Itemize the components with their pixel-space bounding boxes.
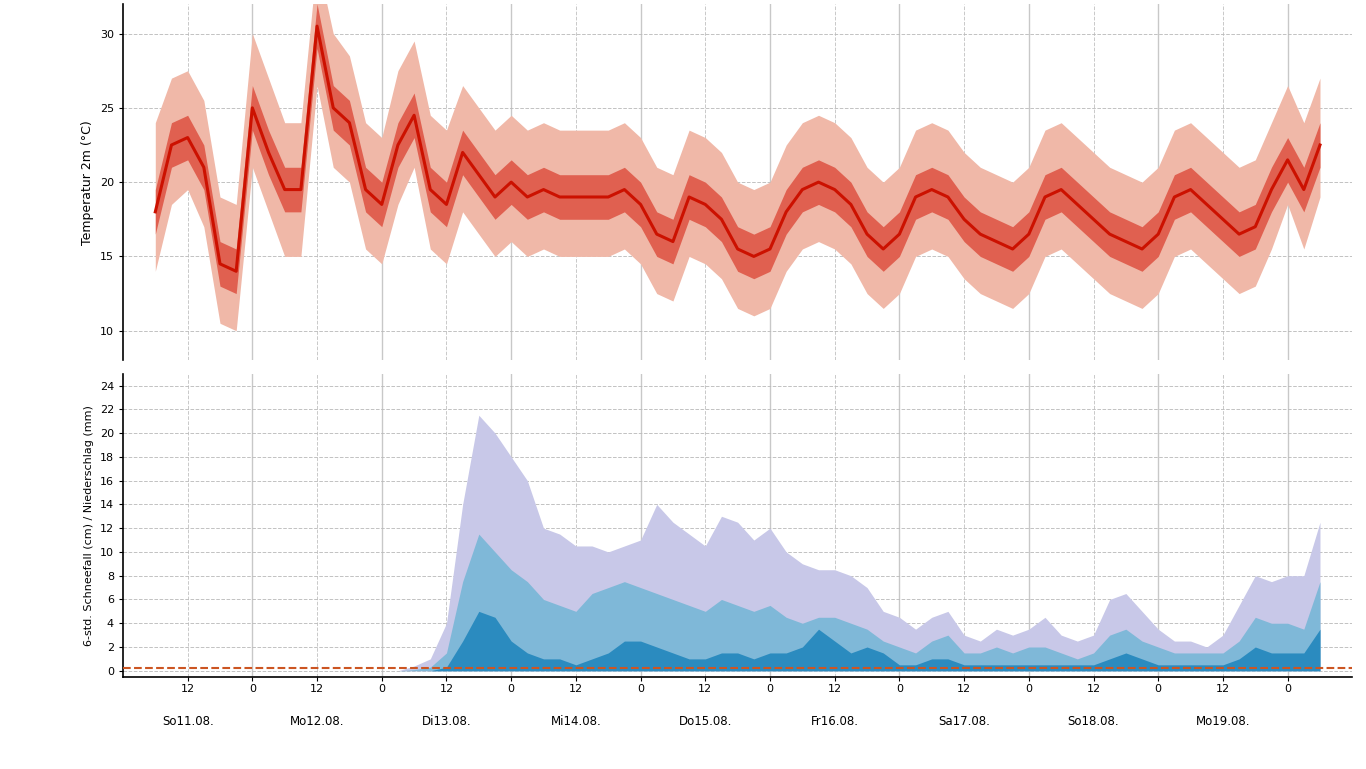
Text: So11.08.: So11.08. <box>161 714 213 727</box>
Text: Sa17.08.: Sa17.08. <box>938 714 990 727</box>
Y-axis label: Temperatur 2m (°C): Temperatur 2m (°C) <box>81 120 94 245</box>
Text: Di13.08.: Di13.08. <box>422 714 471 727</box>
Text: Mo12.08.: Mo12.08. <box>290 714 344 727</box>
Text: So18.08.: So18.08. <box>1068 714 1119 727</box>
Text: Fr16.08.: Fr16.08. <box>810 714 859 727</box>
Text: Mo19.08.: Mo19.08. <box>1195 714 1250 727</box>
Y-axis label: 6-std. Schneefall (cm) / Niederschlag (mm): 6-std. Schneefall (cm) / Niederschlag (m… <box>85 404 94 646</box>
Text: Do15.08.: Do15.08. <box>679 714 732 727</box>
Text: Mi14.08.: Mi14.08. <box>550 714 601 727</box>
